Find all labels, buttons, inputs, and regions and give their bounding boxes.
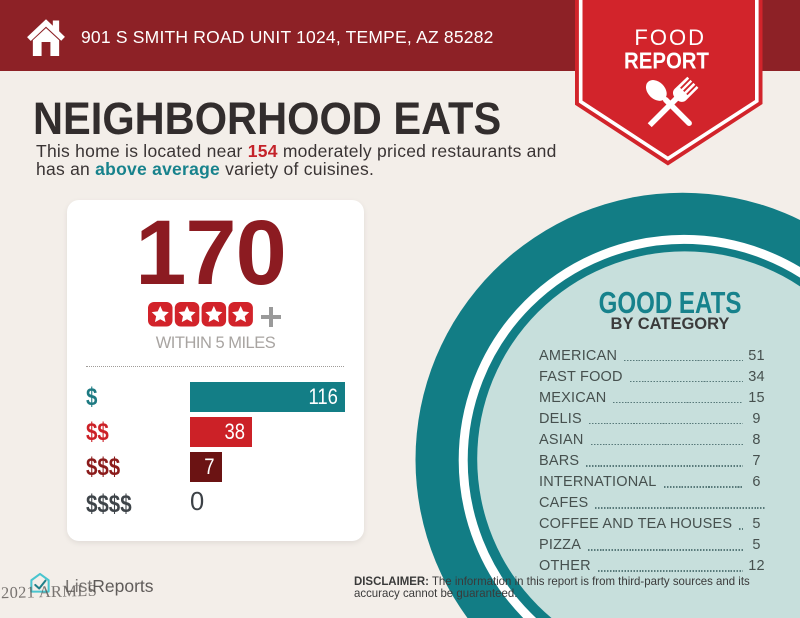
svg-text:FOOD: FOOD [634, 25, 706, 50]
svg-text:REPORT: REPORT [624, 48, 709, 74]
